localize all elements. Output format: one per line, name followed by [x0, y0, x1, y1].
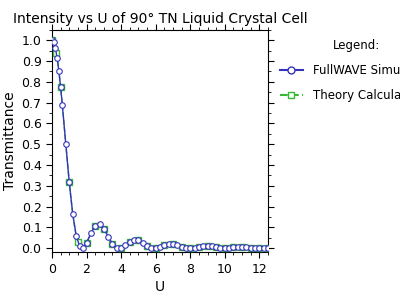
Legend: FullWAVE Simulation, Theory Calculation: FullWAVE Simulation, Theory Calculation [276, 36, 400, 105]
X-axis label: U: U [155, 280, 165, 294]
Y-axis label: Transmittance: Transmittance [4, 92, 18, 190]
Title: Intensity vs U of 90° TN Liquid Crystal Cell: Intensity vs U of 90° TN Liquid Crystal … [13, 12, 307, 26]
